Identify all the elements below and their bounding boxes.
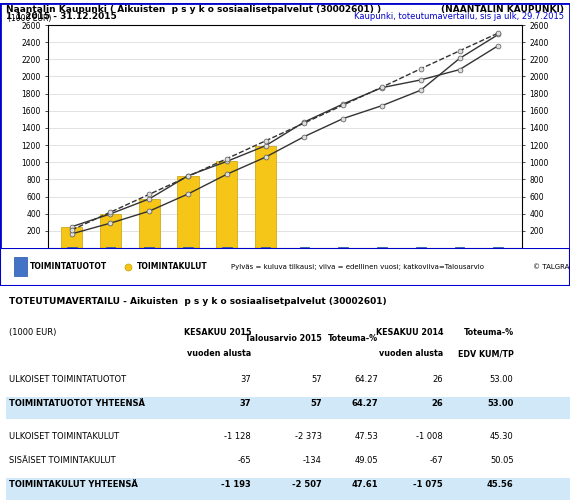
Text: TOIMINTATUOTOT YHTEENSÄ: TOIMINTATUOTOT YHTEENSÄ: [9, 399, 145, 408]
Bar: [255, 146, 276, 248]
Text: Toteuma-%: Toteuma-%: [328, 335, 378, 344]
Text: SISÄISET TOIMINTAKULUT: SISÄISET TOIMINTAKULUT: [9, 456, 115, 465]
Text: -2 507: -2 507: [292, 480, 321, 489]
Text: KESAKUU 2014: KESAKUU 2014: [376, 329, 443, 338]
Text: 45.30: 45.30: [490, 431, 514, 440]
Text: Kaupunki, toteutumavertailu, sis ja ulk, 29.7.2015: Kaupunki, toteutumavertailu, sis ja ulk,…: [355, 12, 564, 21]
Text: 45.56: 45.56: [487, 480, 514, 489]
Bar: [339, 247, 348, 248]
Text: ULKOISET TOIMINTAKULUT: ULKOISET TOIMINTAKULUT: [9, 431, 119, 440]
Text: vuoden alusta: vuoden alusta: [187, 350, 251, 359]
Text: (1000 EUR): (1000 EUR): [9, 329, 56, 338]
Text: 37: 37: [241, 375, 251, 384]
Bar: [67, 247, 76, 248]
Text: -67: -67: [429, 456, 443, 465]
Text: TOIMINTATUOTOT: TOIMINTATUOTOT: [30, 263, 108, 271]
Text: Pylväs = kuluva tilkausi; viiva = edellinen vuosi; katkoviiva=Talousarvio: Pylväs = kuluva tilkausi; viiva = edelli…: [231, 264, 484, 270]
Text: EDV KUM/TP: EDV KUM/TP: [458, 350, 514, 359]
Text: (1000 EUR): (1000 EUR): [8, 14, 52, 23]
Bar: [183, 247, 193, 248]
Text: -134: -134: [303, 456, 321, 465]
Text: -2 373: -2 373: [295, 431, 321, 440]
Bar: [61, 227, 83, 248]
Text: 47.61: 47.61: [352, 480, 378, 489]
Text: -65: -65: [238, 456, 251, 465]
Bar: [100, 214, 121, 248]
Text: -1 075: -1 075: [413, 480, 443, 489]
Text: 50.05: 50.05: [490, 456, 514, 465]
Text: Talousarvio 2015: Talousarvio 2015: [245, 335, 321, 344]
Text: 47.53: 47.53: [355, 431, 378, 440]
Text: (NAANTALIN KAUPUNKI): (NAANTALIN KAUPUNKI): [441, 5, 564, 14]
Text: KESAKUU 2015: KESAKUU 2015: [184, 329, 251, 338]
Text: 37: 37: [239, 399, 251, 408]
Bar: [416, 247, 426, 248]
Text: © TALGRAF: © TALGRAF: [533, 264, 570, 270]
Bar: [216, 161, 238, 248]
Bar: [139, 199, 160, 248]
Bar: [6, 397, 570, 419]
Text: TOTEUTUMAVERTAILU - Aikuisten  p s y k o sosiaalisetpalvelut (30002601): TOTEUTUMAVERTAILU - Aikuisten p s y k o …: [9, 297, 386, 306]
Bar: [377, 247, 387, 248]
Bar: [14, 258, 27, 276]
Bar: [177, 176, 199, 248]
Bar: [494, 247, 503, 248]
Text: 53.00: 53.00: [490, 375, 514, 384]
Text: Naantalin Kaupunki ( Aikuisten  p s y k o sosiaalisetpalvelut (30002601) ): Naantalin Kaupunki ( Aikuisten p s y k o…: [6, 5, 381, 14]
Bar: [222, 247, 231, 248]
Text: ULKOISET TOIMINTATUOTOT: ULKOISET TOIMINTATUOTOT: [9, 375, 125, 384]
Bar: [105, 247, 115, 248]
Text: 57: 57: [311, 375, 321, 384]
Text: 26: 26: [431, 399, 443, 408]
Text: -1 128: -1 128: [225, 431, 251, 440]
Text: TOIMINTAKULUT: TOIMINTAKULUT: [137, 263, 207, 271]
Text: 57: 57: [310, 399, 321, 408]
Text: TOIMINTAKULUT YHTEENSÄ: TOIMINTAKULUT YHTEENSÄ: [9, 480, 137, 489]
Bar: [261, 247, 270, 248]
Text: -1 193: -1 193: [221, 480, 251, 489]
Text: -1 008: -1 008: [416, 431, 443, 440]
Text: vuoden alusta: vuoden alusta: [379, 350, 443, 359]
Text: 49.05: 49.05: [355, 456, 378, 465]
Text: 1.1.2015 - 31.12.2015: 1.1.2015 - 31.12.2015: [6, 12, 116, 21]
Bar: [300, 247, 309, 248]
Text: Toteuma-%: Toteuma-%: [463, 329, 514, 338]
Text: 64.27: 64.27: [352, 399, 378, 408]
Text: 64.27: 64.27: [355, 375, 378, 384]
Bar: [144, 247, 154, 248]
Text: 26: 26: [433, 375, 443, 384]
Bar: [455, 247, 465, 248]
Bar: [6, 478, 570, 500]
Text: 53.00: 53.00: [487, 399, 514, 408]
